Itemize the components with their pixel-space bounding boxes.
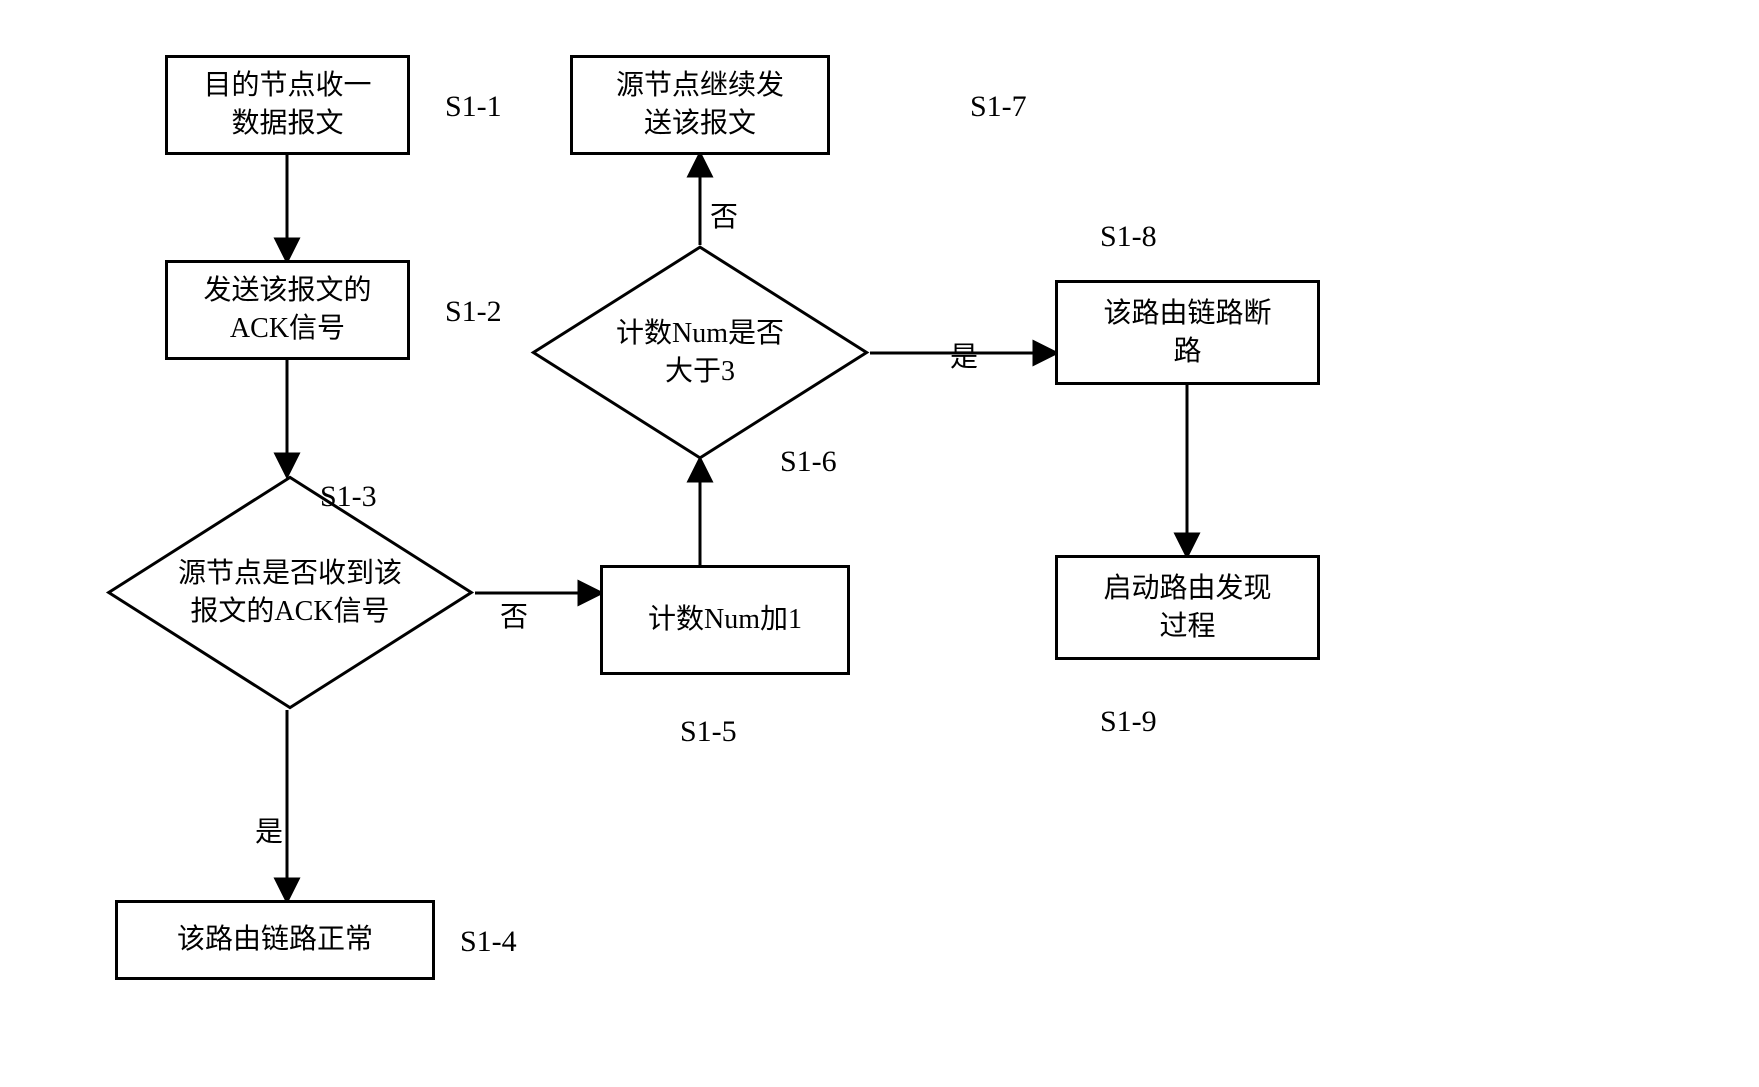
node-s1-5: 计数Num加1 (600, 565, 850, 675)
edge-label-s16-no: 否 (710, 195, 738, 235)
node-s1-1: 目的节点收一 数据报文 (165, 55, 410, 155)
label-s1-9: S1-9 (1100, 705, 1157, 739)
node-text: 该路由链路正常 (177, 921, 373, 959)
edge-label-s16-yes: 是 (950, 335, 978, 375)
node-s1-7: 源节点继续发 送该报文 (570, 55, 830, 155)
edge-label-s13-no: 否 (500, 595, 528, 635)
node-s1-8: 该路由链路断 路 (1055, 280, 1320, 385)
node-text: 目的节点收一 数据报文 (203, 67, 371, 143)
node-s1-9: 启动路由发现 过程 (1055, 555, 1320, 660)
node-s1-4: 该路由链路正常 (115, 900, 435, 980)
node-text: 发送该报文的 ACK信号 (203, 272, 371, 348)
node-text: 源节点是否收到该 报文的ACK信号 (178, 555, 402, 631)
label-s1-7: S1-7 (970, 90, 1027, 124)
decision-s1-3: 源节点是否收到该 报文的ACK信号 (105, 475, 475, 710)
label-s1-5: S1-5 (680, 715, 737, 749)
label-s1-6: S1-6 (780, 445, 837, 479)
label-s1-3: S1-3 (320, 480, 377, 514)
label-s1-4: S1-4 (460, 925, 517, 959)
node-text: 启动路由发现 过程 (1103, 570, 1271, 646)
node-text: 该路由链路断 路 (1103, 295, 1271, 371)
node-text: 计数Num加1 (648, 601, 802, 639)
node-s1-2: 发送该报文的 ACK信号 (165, 260, 410, 360)
flowchart-canvas: 目的节点收一 数据报文 发送该报文的 ACK信号 该路由链路正常 计数Num加1… (0, 0, 1759, 1087)
label-s1-1: S1-1 (445, 90, 502, 124)
label-s1-2: S1-2 (445, 295, 502, 329)
label-s1-8: S1-8 (1100, 220, 1157, 254)
decision-s1-6: 计数Num是否 大于3 (530, 245, 870, 460)
node-text: 源节点继续发 送该报文 (616, 67, 784, 143)
edge-label-s13-yes: 是 (255, 810, 283, 850)
node-text: 计数Num是否 大于3 (616, 315, 784, 391)
